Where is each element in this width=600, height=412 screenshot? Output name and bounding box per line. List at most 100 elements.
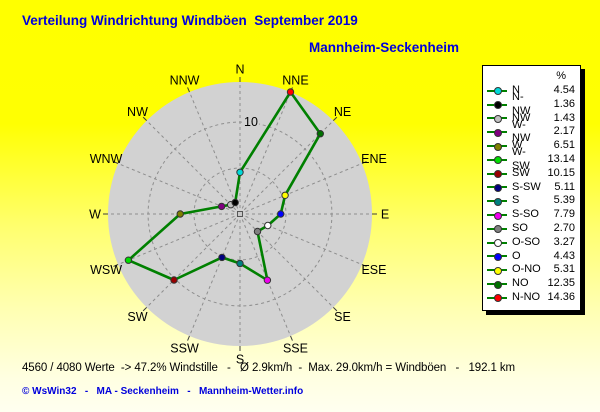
data-point-S — [236, 259, 244, 268]
legend-marker-dot — [493, 156, 502, 165]
legend-percent-value: 6.51 — [553, 139, 575, 152]
axis-spoke-WSW — [117, 213, 241, 265]
axis-spoke-SW — [146, 213, 241, 308]
legend-item-SW: SW 10.15 — [487, 167, 575, 181]
credit-line: © WsWin32 - MA - Seckenheim - Mannheim-W… — [22, 386, 304, 397]
legend-marker-line — [487, 197, 507, 206]
legend-item-N-NW: N-NW 1.36 — [487, 91, 575, 117]
legend-percent-value: 2.17 — [553, 125, 575, 138]
axis-tick-SSW — [187, 335, 190, 341]
legend-direction-label: S-SW — [512, 180, 541, 193]
ring-scale-label: 10 — [244, 115, 258, 129]
axis-tick-SSE — [290, 335, 293, 341]
legend-marker-dot — [493, 170, 502, 179]
legend-marker-line — [487, 87, 507, 96]
axis-spoke-SSW — [189, 213, 241, 337]
legend-marker-dot — [493, 197, 502, 206]
legend-item-S-SO: S-SO 7.79 — [487, 208, 575, 222]
legend-marker-line — [487, 211, 507, 220]
legend-marker-dot — [493, 211, 502, 220]
legend-percent-value: 10.15 — [547, 166, 575, 179]
legend-marker-line — [487, 239, 507, 248]
legend-direction-label: O — [512, 249, 521, 262]
data-point-SW — [170, 276, 178, 284]
axis-label-NE: NE — [334, 105, 351, 119]
legend-item-N-NO: N-NO 14.36 — [487, 291, 575, 305]
axis-tick-NW — [142, 116, 148, 122]
data-point-N-NW — [231, 198, 239, 207]
data-point-S-SO — [263, 276, 272, 284]
legend-percent-value: 4.54 — [553, 84, 575, 96]
axis-label-W: W — [89, 208, 101, 222]
axis-tick-SW — [142, 306, 148, 312]
legend-marker-line — [487, 225, 507, 234]
legend-marker-dot — [493, 101, 502, 110]
legend-item-W-NW: W-NW 2.17 — [487, 119, 575, 144]
legend-percent-value: 14.36 — [547, 290, 575, 303]
axis-spoke-WNW — [117, 163, 241, 215]
station-subtitle: Mannheim-Seckenheim — [309, 40, 460, 55]
axis-label-WNW: WNW — [90, 152, 123, 166]
legend-item-S-SW: S-SW 5.11 — [487, 181, 575, 195]
legend-percent-value: 5.11 — [554, 180, 575, 193]
axis-label-WSW: WSW — [90, 263, 122, 277]
legend-marker-line — [487, 252, 507, 261]
center-marker — [237, 211, 243, 217]
legend-direction-label: NO — [512, 277, 529, 290]
data-point-W-NW — [217, 202, 226, 211]
ring-label-backdrop — [243, 115, 259, 129]
axis-label-SE: SE — [334, 310, 351, 324]
axis-label-N: N — [235, 63, 244, 77]
legend-marker-line — [487, 114, 507, 123]
axis-spoke-SE — [239, 213, 334, 308]
axis-spoke-ESE — [239, 213, 363, 265]
data-point-NO — [316, 130, 324, 138]
legend-item-O-NO: O-NO 5.31 — [487, 263, 575, 277]
legend-marker-dot — [493, 252, 502, 261]
data-point-W-SW — [124, 256, 133, 264]
axis-label-E: E — [381, 208, 389, 222]
data-point-O-SO — [264, 221, 272, 230]
legend-marker-line — [487, 128, 507, 137]
legend-percent-value: 3.27 — [553, 235, 575, 248]
axis-tick-ESE — [361, 264, 367, 267]
axis-label-ENE: ENE — [361, 152, 387, 166]
legend-marker-line — [487, 170, 507, 179]
legend-item-N: N 4.54 — [487, 84, 575, 98]
legend-direction-label: S — [512, 194, 520, 207]
page-title: Verteilung Windrichtung Windböen Septemb… — [22, 13, 358, 28]
legend-item-O-SO: O-SO 3.27 — [487, 236, 575, 250]
legend-direction-label: SW — [512, 166, 530, 179]
axis-tick-WNW — [113, 161, 119, 164]
legend-marker-dot — [493, 266, 502, 275]
data-point-N-NO — [286, 88, 295, 96]
legend-percent-value: 1.36 — [553, 97, 575, 110]
legend-marker-line — [487, 280, 507, 289]
legend-direction-label: N-NO — [512, 290, 541, 303]
legend-rows: N 4.54 N-NW 1.36 NW 1.43 W-NW 2.17 W 6.51 W-SW 13.1… — [487, 84, 575, 305]
axis-tick-WSW — [113, 264, 119, 267]
grid-ring-10 — [147, 121, 333, 307]
legend-item-O: O 4.43 — [487, 250, 575, 264]
legend-marker-line — [487, 156, 507, 165]
data-point-SO — [253, 227, 262, 236]
legend-marker-dot — [493, 280, 502, 289]
legend-item-NO: NO 12.35 — [487, 277, 575, 291]
axis-spoke-NNE — [239, 91, 291, 215]
legend-marker-dot — [493, 294, 502, 303]
axis-label-SSW: SSW — [170, 341, 199, 355]
legend-percent-value: 7.79 — [553, 208, 575, 221]
legend-percent-value: 12.35 — [547, 277, 575, 290]
legend-marker-line — [487, 266, 507, 275]
axis-label-SW: SW — [127, 310, 147, 324]
legend-box: % N 4.54 N-NW 1.36 NW 1.43 W-NW 2.17 W 6.51 W-SW 13… — [482, 65, 581, 311]
axis-label-NNE: NNE — [282, 74, 308, 88]
legend-percent-value: 5.31 — [553, 263, 575, 276]
legend-marker-line — [487, 101, 507, 110]
legend-marker-dot — [493, 114, 502, 123]
axis-tick-SE — [332, 306, 338, 312]
data-point-S-SW — [218, 253, 226, 262]
legend-marker-dot — [493, 128, 502, 137]
